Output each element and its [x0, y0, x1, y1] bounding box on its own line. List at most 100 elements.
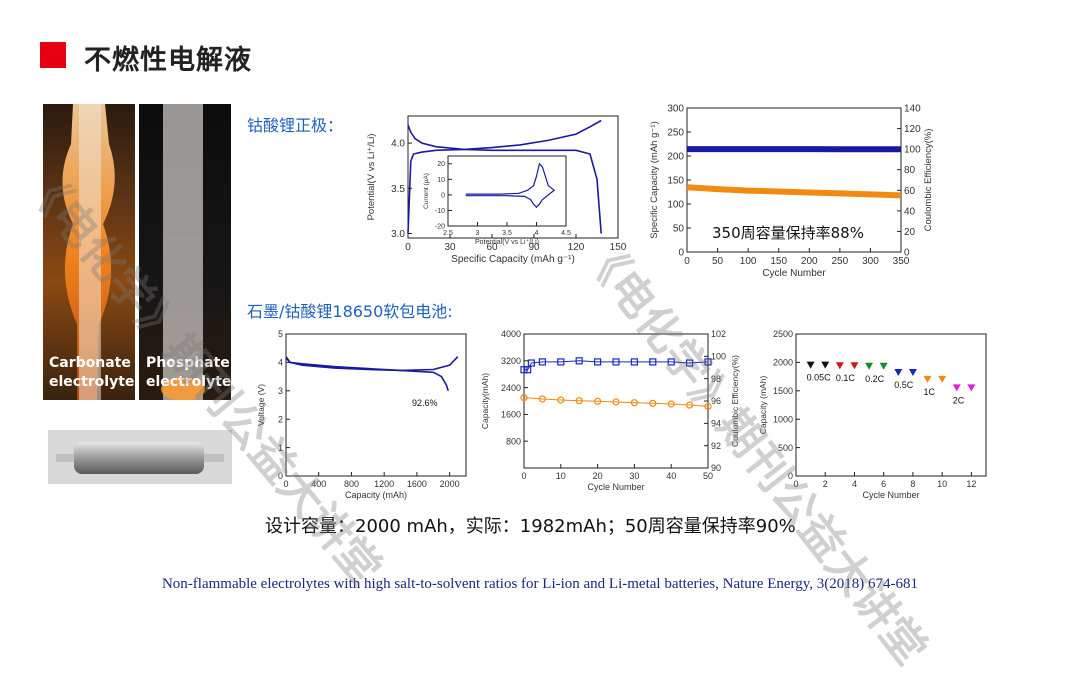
y-tick-label: 0 [278, 471, 283, 481]
x-tick-label: 400 [311, 479, 326, 489]
x-tick-label: 6 [881, 479, 886, 489]
x-tick-label: 0 [521, 471, 526, 481]
x-tick-label: 10 [937, 479, 947, 489]
rate-label-2C: 2C [953, 395, 965, 405]
y-tick-label: 3 [278, 386, 283, 396]
x-tick-label: 1200 [374, 479, 394, 489]
x-tick-label: 0 [283, 479, 288, 489]
rate-point-0.5C [894, 369, 902, 376]
y-tick-label: 1000 [773, 414, 793, 424]
title-bullet [40, 42, 66, 68]
caption-carbonate-line1: Carbonate [49, 354, 134, 373]
x-tick-label: 12 [966, 479, 976, 489]
x-tick-label: 20 [593, 471, 603, 481]
x-tick-label: 10 [556, 471, 566, 481]
y-tick-label: 4.0 [391, 139, 405, 150]
y-tick-label: 10 [437, 177, 445, 184]
rate-label-0.2C: 0.2C [865, 374, 885, 384]
retention-annotation: 350周容量保持率88% [712, 224, 864, 242]
y-tick-label: 2 [278, 414, 283, 424]
y-tick-label: 20 [437, 161, 445, 168]
x-tick-label: 4 [852, 479, 857, 489]
y-right-tick-label: 102 [711, 329, 726, 339]
y-tick-label: 0 [678, 248, 684, 259]
y-tick-label: -10 [435, 208, 445, 215]
x-tick-label: 3.5 [502, 230, 512, 237]
x-tick-label: 150 [610, 242, 627, 253]
y-tick-label: 4000 [501, 329, 521, 339]
y-axis-label: Capacity (mAh) [758, 376, 768, 435]
x-tick-label: 2000 [440, 479, 460, 489]
y-right-tick-label: 40 [904, 206, 916, 217]
voltage-curve-2 [286, 357, 448, 391]
y-right-tick-label: 92 [711, 441, 721, 451]
y-right-tick-label: 96 [711, 396, 721, 406]
label-cathode: 钴酸锂正极： [247, 112, 343, 136]
y-tick-label: 3.0 [391, 229, 405, 240]
x-axis-label: Cycle Number [762, 268, 826, 279]
y-tick-label: 1600 [501, 410, 521, 420]
x-tick-label: 1600 [407, 479, 427, 489]
y-tick-label: 300 [667, 104, 684, 115]
x-tick-label: 120 [568, 242, 585, 253]
rate-label-0.05C: 0.05C [807, 373, 832, 383]
x-tick-label: 300 [862, 256, 879, 267]
x-tick-label: 50 [712, 256, 724, 267]
y-axis-label: Voltage (V) [256, 384, 266, 426]
y-tick-label: 5 [278, 329, 283, 339]
x-axis-label: Capacity (mAh) [345, 490, 407, 500]
x-tick-label: 2 [823, 479, 828, 489]
x-tick-label: 40 [666, 471, 676, 481]
efficiency-annotation: 92.6% [412, 398, 438, 408]
x-tick-label: 30 [629, 471, 639, 481]
caption-carbonate-line2: electrolyte [49, 373, 134, 392]
y-axis-label: Potential(V vs Li⁺/Li) [366, 134, 377, 221]
y-right-tick-label: 20 [904, 227, 916, 238]
rate-point-0.05C [821, 362, 829, 369]
x-tick-label: 0 [405, 242, 411, 253]
y-tick-label: 2000 [773, 358, 793, 368]
y-tick-label: 800 [506, 436, 521, 446]
plot-frame [448, 156, 566, 226]
x-tick-label: 2.5 [443, 230, 453, 237]
x-tick-label: 0 [684, 256, 690, 267]
y-right-tick-label: 100 [904, 145, 921, 156]
x-tick-label: 100 [740, 256, 757, 267]
pouch-cell-photo [48, 430, 232, 484]
caption-phosphate-line1: Phosphate [146, 354, 231, 373]
y-tick-label: 3200 [501, 356, 521, 366]
y-right-tick-label: 80 [904, 165, 916, 176]
x-tick-label: 200 [801, 256, 818, 267]
y-tick-label: 0 [441, 192, 445, 199]
y-right-tick-label: 98 [711, 374, 721, 384]
label-pouch-cell: 石墨/钴酸锂18650软包电池: [247, 298, 453, 322]
y-right-tick-label: 0 [904, 248, 910, 259]
rate-label-1C: 1C [924, 387, 936, 397]
rate-point-1C [924, 376, 932, 383]
x-axis-label: Specific Capacity (mAh g⁻¹) [451, 254, 575, 265]
y-right-tick-label: 94 [711, 418, 721, 428]
plot-frame [524, 334, 708, 468]
y-tick-label: 2400 [501, 383, 521, 393]
y-tick-label: 2500 [773, 329, 793, 339]
x-tick-label: 4 [535, 230, 539, 237]
flame-test-photo-phosphate: Phosphate electrolyte [139, 104, 231, 400]
pouch-cell-illustration [48, 430, 232, 484]
x-tick-label: 30 [444, 242, 456, 253]
y-tick-label: 3.5 [391, 184, 405, 195]
rate-point-0.5C [909, 369, 917, 376]
y-axis-label: Specific Capacity (mAh g⁻¹) [649, 121, 660, 238]
y-tick-label: 100 [667, 200, 684, 211]
rate-point-2C [953, 384, 961, 391]
x-tick-label: 150 [770, 256, 787, 267]
y-right-axis-label: Coulombic Efficiency(%) [923, 129, 934, 232]
rate-point-0.1C [836, 362, 844, 369]
rate-label-0.1C: 0.1C [836, 373, 856, 383]
summary-text: 设计容量：2000 mAh，实际：1982mAh；50周容量保持率90% [265, 512, 796, 538]
y-axis-label: Capacity(mAh) [480, 373, 490, 429]
y-axis-label: Current (μA) [423, 173, 430, 209]
